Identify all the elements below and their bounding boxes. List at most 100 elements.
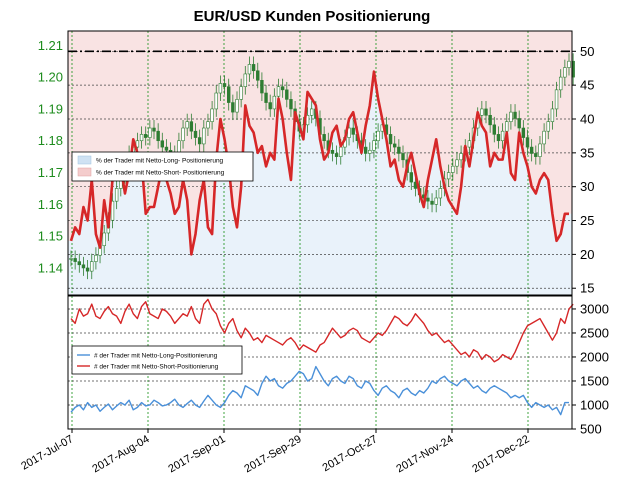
price-candle-body (505, 121, 509, 132)
price-candle-body (438, 188, 443, 199)
price-candle-body (268, 102, 272, 110)
price-candle-body (554, 89, 559, 110)
price-candle-body (330, 149, 335, 154)
percentage-tick-label: 40 (580, 112, 594, 127)
percentage-tick-label: 25 (580, 213, 594, 228)
price-candle-body (285, 89, 289, 100)
price-candle-body (260, 80, 264, 94)
price-candle-body (85, 267, 90, 272)
price-candle-body (388, 134, 393, 145)
sentiment-area-background (68, 31, 572, 295)
percentage-tick-label: 35 (580, 145, 594, 160)
price-candle-body (534, 153, 538, 157)
price-candle-body (550, 108, 555, 122)
legend-label-long-area: % der Trader mit Netto-Long- Positionier… (96, 158, 224, 165)
price-candle-body (197, 137, 202, 145)
date-tick-label: 2017-Oct-27 (321, 433, 380, 474)
chart-title: EUR/USD Kunden Positionierung (194, 8, 431, 25)
count-axis-ticks: 500 1000 1500 2000 2500 3000 (572, 301, 609, 437)
price-candle-body (90, 261, 94, 272)
price-candle-body (451, 165, 455, 173)
price-candle-body (480, 108, 484, 116)
legend-swatch-long-area (77, 155, 92, 165)
count-tick-label: 500 (580, 422, 602, 437)
price-candle-body (529, 146, 534, 154)
price-sentiment-panel: 1.14 1.15 1.16 1.17 1.18 1.19 1.20 1.21 15 20 25 3… (38, 30, 594, 296)
date-tick-label: 2017-Aug-04 (90, 433, 151, 475)
price-candle-body (397, 146, 401, 154)
price-candle-body (488, 114, 492, 126)
price-tick-label: 1.21 (38, 38, 63, 53)
date-axis-ticks: 2017-Jul-07 2017-Aug-04 2017-Sep-01 2017-Se… (19, 429, 532, 475)
price-candle-body (251, 64, 256, 72)
price-candle-body (164, 146, 169, 151)
price-candle-body (525, 137, 530, 148)
price-candle-body (272, 95, 277, 110)
price-candle-body (148, 127, 152, 138)
short-count-line (70, 298, 574, 363)
price-candle-body (347, 127, 351, 138)
top-panel-frame (67, 30, 573, 296)
price-candle-body (430, 200, 434, 205)
price-candle-body (102, 232, 106, 246)
price-candle-body (492, 124, 496, 135)
price-candles-series (69, 53, 575, 280)
legend-label-short-area: % der Trader mit Netto-Short- Positionie… (96, 170, 225, 177)
price-candle-body (513, 111, 517, 119)
legend-label-long-count: # der Trader mit Netto-Long-Positionieru… (94, 353, 218, 360)
price-candle-body (206, 121, 210, 129)
short-percentage-line (69, 70, 569, 256)
bottom-legend: # der Trader mit Netto-Long-Positionieru… (71, 345, 243, 375)
date-tick-label: 2017-Nov-24 (394, 433, 455, 475)
legend-frame (71, 345, 243, 375)
price-candle-body (546, 121, 550, 132)
price-candle-body (363, 146, 368, 154)
price-tick-label: 1.19 (38, 101, 63, 116)
percentage-tick-label: 15 (580, 281, 594, 296)
price-candle-body (401, 153, 405, 161)
price-candle-body (144, 134, 148, 138)
percentage-tick-label: 45 (580, 78, 594, 93)
price-candle-body (289, 99, 293, 110)
price-candle-body (247, 64, 252, 75)
price-tick-label: 1.15 (38, 229, 63, 244)
price-candle-body (189, 121, 194, 132)
price-tick-label: 1.14 (38, 260, 63, 275)
price-candle-body (185, 121, 189, 129)
price-candle-body (69, 258, 73, 260)
price-candle-body (500, 130, 505, 142)
long-count-line (70, 365, 569, 416)
price-candle-body (459, 153, 463, 161)
price-candle-body (227, 86, 231, 103)
price-candle-body (542, 130, 546, 145)
price-tick-label: 1.16 (38, 197, 63, 212)
price-candle-body (376, 130, 380, 142)
price-candle-body (160, 140, 164, 148)
price-candle-body (467, 140, 472, 148)
price-candle-body (392, 143, 397, 148)
count-tick-label: 1500 (580, 373, 609, 388)
count-tick-label: 1000 (580, 397, 609, 412)
price-tick-label: 1.17 (38, 165, 63, 180)
price-candle-body (334, 153, 339, 157)
price-candle-body (193, 130, 198, 138)
price-candle-body (114, 188, 119, 202)
price-candle-body (139, 134, 144, 142)
price-candle-body (538, 143, 542, 157)
price-candle-body (517, 118, 521, 129)
price-candle-body (434, 197, 438, 205)
price-tick-label: 1.20 (38, 70, 63, 85)
price-candle-body (339, 146, 343, 157)
legend-frame (71, 151, 254, 182)
price-candle-body (521, 127, 526, 138)
price-candle-body (446, 172, 451, 180)
price-candle-body (181, 127, 185, 142)
price-candle-body (322, 134, 326, 142)
price-candle-body (152, 127, 156, 132)
price-candle-body (231, 102, 235, 113)
price-candle-body (368, 149, 372, 154)
price-candle-body (264, 92, 268, 103)
top-legend: % der Trader mit Netto-Long- Positionier… (71, 151, 254, 182)
price-candle-body (509, 111, 513, 122)
